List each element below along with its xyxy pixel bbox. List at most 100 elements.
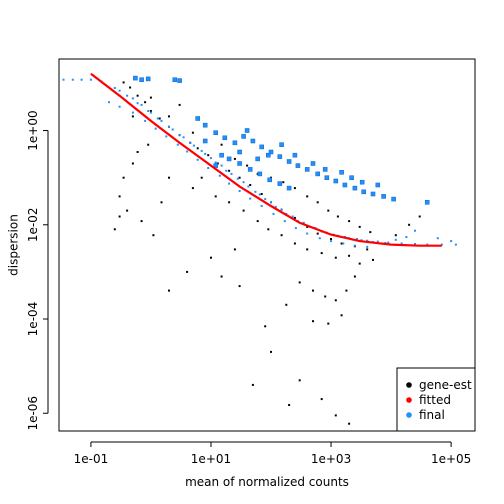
gene-est-point [408,223,411,226]
gene-est-point [316,201,319,204]
final-outlier-point [277,181,283,186]
gene-est-point [233,248,236,251]
gene-est-point [152,234,155,237]
gene-est-point [327,322,330,325]
gene-est-point [122,176,125,179]
final-outlier-point [226,156,232,162]
gene-est-point [200,176,203,179]
final-outlier-point [286,185,292,191]
final-outlier-point [295,163,301,168]
final-point [140,103,143,106]
final-point [330,240,332,243]
gene-est-point [228,201,231,204]
final-outlier-point [219,152,224,158]
final-point [272,212,275,215]
final-outlier-point [133,75,138,81]
final-point [210,157,212,160]
final-point [108,101,110,104]
legend-box [396,367,476,432]
final-outlier-point [139,77,144,82]
final-outlier-point [250,138,256,144]
final-point [454,243,457,246]
final-outlier-point [381,194,386,199]
legend-label: fitted [419,393,451,407]
final-outlier-point [339,170,344,175]
final-outlier-point [315,171,321,177]
final-outlier-point [333,178,339,184]
gene-est-point [260,193,263,195]
legend-marker [406,382,412,388]
gene-est-point [249,184,252,186]
final-point [178,134,181,137]
final-outlier-point [277,154,283,159]
final-outlier-point [257,171,263,177]
gene-est-point [220,275,223,278]
fitted-curve-layer [90,72,442,247]
gene-est-point [267,228,270,231]
final-point [182,136,185,139]
final-point [131,111,134,114]
final-outlier-point [279,142,284,147]
final-outlier-point [255,156,260,162]
gene-est-point [320,398,323,401]
final-point [242,181,245,184]
final-outlier-point [195,116,200,121]
gene-est-point [131,115,134,118]
final-point [270,201,272,204]
final-point [414,243,416,245]
final-point [280,208,283,211]
gene-est-point [144,101,147,104]
final-outlier-point [342,182,348,188]
gene-est-point [238,285,241,288]
final-point [89,78,92,81]
gene-est-point [168,176,170,179]
final-point [147,110,150,112]
final-point [405,236,408,238]
final-point [136,102,139,105]
gene-est-point [316,232,319,235]
legend-label: gene-est [419,378,472,392]
final-point [302,221,305,224]
gene-est-point [334,414,337,417]
final-point [176,143,179,146]
final-outlier-point [244,128,250,133]
gene-est-point [122,81,125,84]
gene-est-point [334,256,337,259]
gene-est-point [285,303,288,306]
final-point [71,78,74,81]
final-point [218,174,221,177]
y-tick-label: 1e-04 [26,302,40,337]
final-outlier-point [213,163,218,168]
gene-est-point [168,115,170,118]
final-point [260,205,263,207]
gene-est-point [306,248,309,251]
final-point [366,245,369,248]
final-point [238,190,241,192]
y-tick-label: 1e+00 [26,110,40,150]
final-outlier-point [177,78,182,83]
final-outlier-point [202,138,208,144]
gene-est-point [306,225,309,228]
final-outlier-point [237,161,242,166]
final-point [220,164,223,167]
final-point [192,144,195,147]
final-point [160,119,163,122]
gene-est-point [220,143,223,146]
points-layer [62,75,457,425]
final-point [355,238,358,240]
gene-est-point [131,162,134,165]
final-point [294,227,297,230]
gene-est-point [228,169,231,172]
final-outlier-point [241,134,246,139]
gene-est-point [298,281,301,284]
final-outlier-point [222,135,228,141]
final-point [204,152,207,155]
final-outlier-point [304,167,310,172]
gene-est-point [118,215,121,218]
gene-est-point [312,289,314,292]
gene-est-point [129,86,132,89]
gene-est-point [264,325,267,328]
gene-est-point [196,147,199,150]
gene-est-point [126,209,129,212]
